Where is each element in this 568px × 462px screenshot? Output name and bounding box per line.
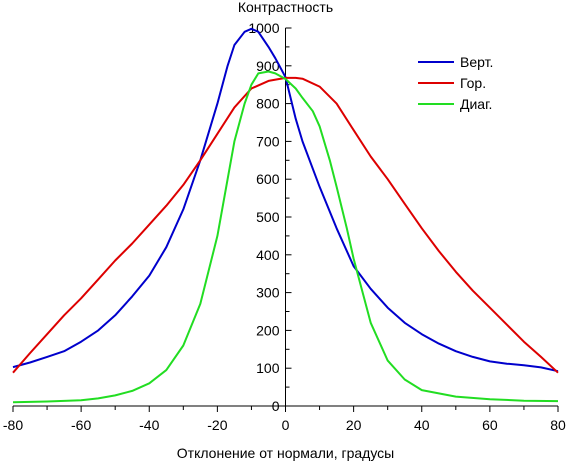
x-tick-label: 20 (346, 417, 362, 433)
legend-label: Гор. (460, 75, 486, 91)
y-tick-label: 400 (256, 247, 280, 263)
y-tick-label: 1000 (248, 20, 279, 36)
y-tick-label: 600 (256, 171, 280, 187)
y-tick-label: 0 (272, 398, 280, 414)
y-tick-label: 800 (256, 96, 280, 112)
x-tick-label: 80 (550, 417, 566, 433)
x-axis-title: Отклонение от нормали, градусы (177, 445, 394, 461)
x-tick-label: 0 (282, 417, 290, 433)
y-axis-title: Контрастность (238, 0, 333, 15)
series-layer (12, 27, 559, 404)
y-tick-label: 900 (256, 58, 280, 74)
x-tick-label: -60 (71, 417, 91, 433)
y-tick-label: 500 (256, 209, 280, 225)
axes: -80 -60 -40 -20 0 20 40 60 800100200300400500600… (3, 20, 566, 433)
y-tick-label: 200 (256, 322, 280, 338)
x-tick-label: -20 (207, 417, 227, 433)
y-tick-label: 300 (256, 285, 280, 301)
y-tick-label: 100 (256, 360, 280, 376)
legend-label: Верт. (460, 54, 493, 70)
x-tick-label: -80 (3, 417, 23, 433)
legend: Верт. Гор. Диаг. (418, 54, 493, 112)
x-tick-label: -40 (139, 417, 159, 433)
series-line-1 (12, 27, 559, 373)
y-tick-label: 700 (256, 133, 280, 149)
series-line-2 (12, 76, 559, 374)
x-tick-label: 60 (482, 417, 498, 433)
series-line-3 (12, 70, 559, 404)
x-tick-label: 40 (414, 417, 430, 433)
legend-label: Диаг. (460, 96, 492, 112)
